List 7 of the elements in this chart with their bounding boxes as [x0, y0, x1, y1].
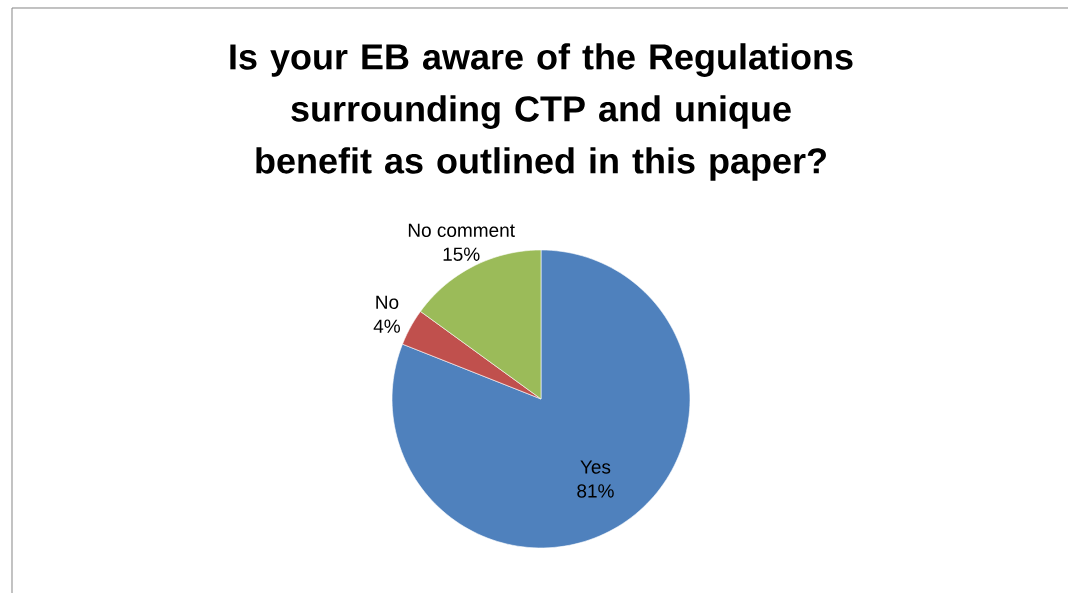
data-label: 81% [577, 484, 614, 498]
chart-title: Is your EB aware of the Regulations surrounding CTP and unique benefit as outlined in this paper? [230, 43, 853, 181]
data-label: 15% [443, 247, 480, 261]
slice-label: No [376, 295, 399, 309]
data-label: 4% [373, 319, 400, 333]
slice-label: Yes [580, 460, 611, 474]
slice-label: No comment [408, 223, 515, 237]
